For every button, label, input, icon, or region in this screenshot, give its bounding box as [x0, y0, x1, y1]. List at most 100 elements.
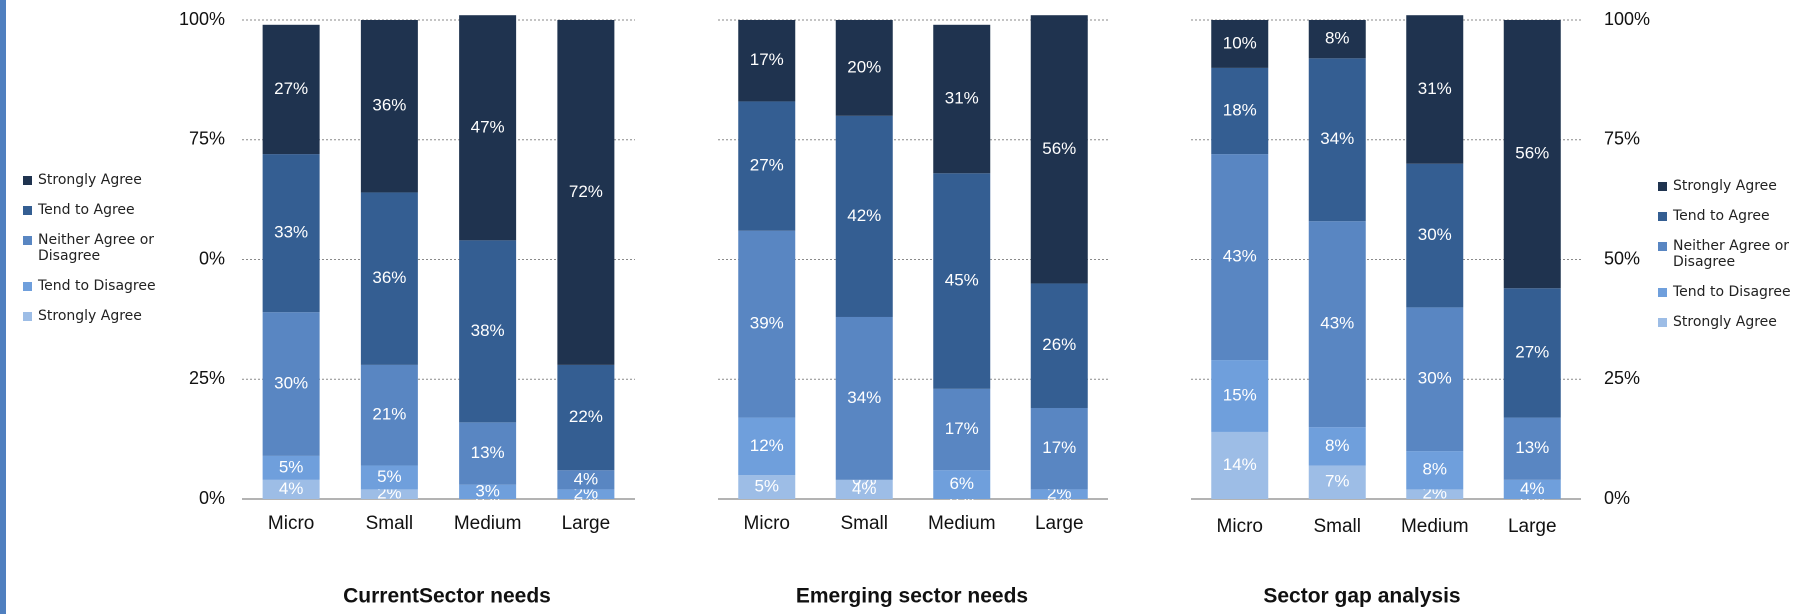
y-tick-label: 100% [1604, 9, 1650, 29]
x-tick-label: Large [1035, 513, 1084, 534]
bar-segment [1308, 221, 1366, 428]
legend-swatch [23, 282, 32, 291]
legend-swatch [1658, 318, 1667, 327]
chart-title: Sector gap analysis [1263, 585, 1460, 608]
value-label: 43% [1223, 247, 1257, 266]
bar-segment [1406, 307, 1464, 452]
y-tick-label: 25% [1604, 368, 1640, 388]
legend-text: Neither Agree or Disagree [38, 232, 155, 264]
x-tick-label: Small [366, 513, 414, 534]
bar-segment [1211, 360, 1269, 432]
value-label: 36% [372, 96, 406, 115]
bar-segment [1308, 20, 1366, 59]
bar-segment [1030, 15, 1088, 284]
page-edge [0, 0, 6, 614]
bar-segment [1211, 154, 1269, 361]
y-tick-label: 25% [189, 368, 225, 388]
value-label: 31% [945, 89, 979, 108]
value-label: 4% [1520, 479, 1545, 498]
bar-segment [835, 479, 893, 499]
bar-segment [1308, 465, 1366, 499]
bar-segment [1211, 431, 1269, 499]
value-label: 30% [1418, 225, 1452, 244]
value-label: 13% [471, 443, 505, 462]
bar-segment [1503, 20, 1561, 289]
y-tick-label: 75% [189, 129, 225, 149]
bar-segment [360, 20, 418, 193]
legend-text: Strongly Agree [1673, 178, 1777, 194]
value-label: 10% [1223, 33, 1257, 52]
bar-segment [835, 316, 893, 480]
value-label: 7% [1325, 472, 1350, 491]
bar-segment [933, 24, 991, 174]
value-label: 33% [274, 223, 308, 242]
value-label: 30% [1418, 369, 1452, 388]
value-label: 47% [471, 117, 505, 136]
bar-segment [459, 240, 517, 423]
value-label: 15% [1223, 385, 1257, 404]
x-tick-label: Small [840, 513, 888, 534]
value-label: 43% [1320, 314, 1354, 333]
value-label: 4% [852, 479, 877, 498]
bar-segment [360, 192, 418, 365]
x-tick-label: Micro [268, 513, 314, 534]
x-tick-label: Medium [928, 513, 996, 534]
y-tick-label: 0% [199, 248, 225, 268]
bar-segment [557, 364, 615, 471]
legend-text: Tend to Agree [1673, 208, 1770, 224]
x-tick-label: Large [562, 513, 611, 534]
y-tick-label: 100% [179, 9, 225, 29]
bar-segment [557, 20, 615, 365]
y-tick-label: 0% [199, 488, 225, 508]
value-label: 8% [1325, 29, 1350, 48]
bar-segment [1308, 427, 1366, 466]
bar-segment [835, 115, 893, 317]
value-label: 8% [1325, 436, 1350, 455]
bar-segment [1308, 58, 1366, 222]
value-label: 39% [750, 314, 784, 333]
bar-segment [1030, 489, 1088, 499]
bar-segment [1406, 15, 1464, 164]
legend: Strongly Agree Tend to Agree Neither Agree… [1658, 178, 1810, 344]
bar-segment [738, 475, 796, 499]
value-label: 5% [377, 467, 402, 486]
bar-segment [1211, 20, 1269, 68]
bar-segment [1030, 407, 1088, 490]
bar-segment [360, 364, 418, 466]
x-tick-label: Medium [454, 513, 522, 534]
legend-text: Neither Agree or Disagree [1673, 238, 1790, 270]
bar-segment [262, 154, 320, 313]
bar-segment [738, 417, 796, 476]
value-label: 26% [1042, 335, 1076, 354]
value-label: 27% [750, 156, 784, 175]
legend-item: Tend to Agree [1658, 208, 1810, 224]
value-label: 5% [754, 477, 779, 496]
value-label: 17% [750, 50, 784, 69]
legend-item: Strongly Agree [1658, 314, 1810, 330]
bar-segment [933, 388, 991, 471]
value-label: 12% [750, 436, 784, 455]
legend-swatch [1658, 182, 1667, 191]
value-label: 56% [1042, 139, 1076, 158]
legend-swatch [1658, 242, 1667, 251]
y-tick-label: 50% [1604, 248, 1640, 268]
bar-segment [459, 484, 517, 499]
bar-segment [262, 312, 320, 456]
legend-item: Strongly Agree [23, 172, 178, 188]
bar-segment [1503, 417, 1561, 480]
bar-segment [933, 470, 991, 499]
legend-text: Tend to Disagree [1673, 284, 1791, 300]
value-label: 42% [847, 206, 881, 225]
y-tick-label: 0% [1604, 488, 1630, 508]
value-label: 5% [279, 457, 304, 476]
bar-segment [262, 479, 320, 499]
bar-segment [835, 20, 893, 116]
value-label: 31% [1418, 79, 1452, 98]
bar-segment [262, 455, 320, 480]
legend-item: Tend to Disagree [1658, 284, 1810, 300]
x-tick-label: Micro [1217, 516, 1263, 537]
bar-segment [1030, 283, 1088, 408]
bar-segment [1406, 489, 1464, 499]
